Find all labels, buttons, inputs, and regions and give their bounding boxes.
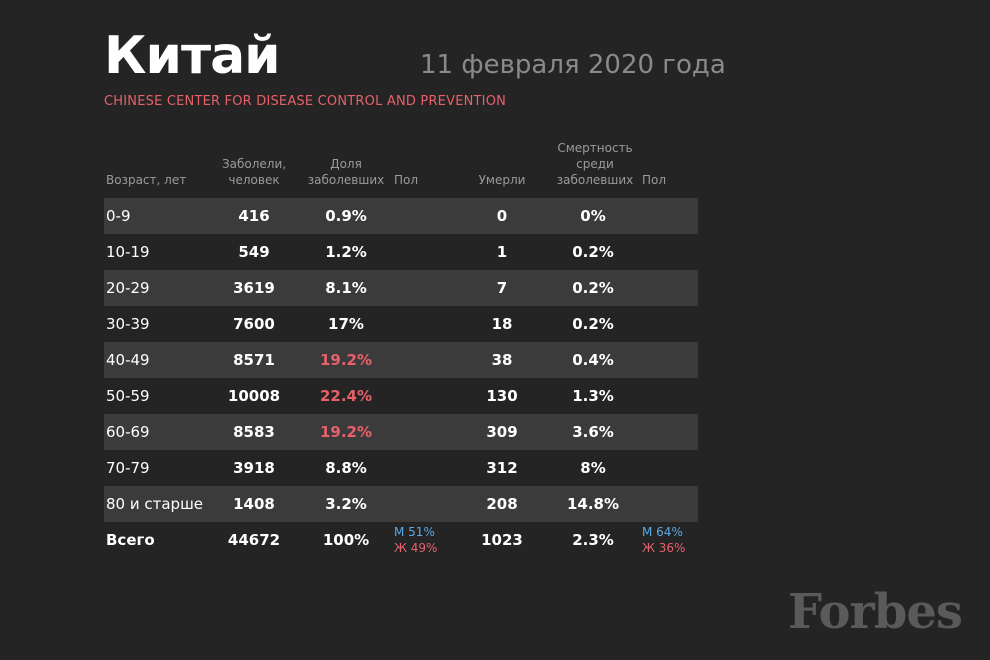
share-cell-highlighted: 22.4% xyxy=(319,387,373,405)
sick-cell: 1408 xyxy=(233,495,275,513)
header-sex-1: Пол xyxy=(394,173,419,187)
sex-split-sick: М 51% Ж 49% xyxy=(394,524,437,556)
sick-cell: 549 xyxy=(238,243,270,261)
sick-cell: 416 xyxy=(238,207,270,225)
header-mortality: Смертность среди заболевших xyxy=(556,141,634,187)
header-dead: Умерли xyxy=(478,173,526,187)
age-cell: 20-29 xyxy=(106,279,150,297)
sick-cell: 7600 xyxy=(233,315,275,333)
table-row: 0-9 416 0.9% 0 0% xyxy=(104,198,698,234)
table-row: 10-19 549 1.2% 1 0.2% xyxy=(104,234,698,270)
header-age: Возраст, лет xyxy=(106,173,187,187)
mortality-cell: 3.6% xyxy=(572,423,614,441)
total-row: Всего 44672 100% М 51% Ж 49% 1023 2.3% М… xyxy=(104,522,698,558)
share-cell: 1.2% xyxy=(325,243,367,261)
mortality-cell: 8% xyxy=(580,459,606,477)
sick-cell: 8583 xyxy=(233,423,275,441)
female-share: Ж 36% xyxy=(642,541,686,555)
report-date: 11 февраля 2020 года xyxy=(420,50,726,80)
dead-cell: 38 xyxy=(491,351,513,369)
dead-cell: 208 xyxy=(486,495,518,513)
age-table: 0-9 416 0.9% 0 0% 10-19 549 1.2% 1 0.2% … xyxy=(104,198,698,558)
share-cell: 0.9% xyxy=(325,207,367,225)
mortality-cell: 0.2% xyxy=(572,315,614,333)
header-sick: Заболели, человек xyxy=(221,157,287,187)
mortality-cell: 0.2% xyxy=(572,243,614,261)
dead-cell: 312 xyxy=(486,459,518,477)
share-cell-highlighted: 19.2% xyxy=(319,423,373,441)
age-cell: 40-49 xyxy=(106,351,150,369)
header-sex-2: Пол xyxy=(642,173,667,187)
mortality-cell: 0% xyxy=(580,207,606,225)
sick-cell: 10008 xyxy=(227,387,281,405)
age-cell: 0-9 xyxy=(106,207,131,225)
table-row: 20-29 3619 8.1% 7 0.2% xyxy=(104,270,698,306)
age-cell: 10-19 xyxy=(106,243,150,261)
page-title: Китай xyxy=(104,26,281,86)
dead-cell: 7 xyxy=(496,279,508,297)
age-cell: 30-39 xyxy=(106,315,150,333)
mortality-cell: 1.3% xyxy=(572,387,614,405)
share-cell: 8.1% xyxy=(325,279,367,297)
total-label: Всего xyxy=(106,531,155,549)
mortality-cell: 0.4% xyxy=(572,351,614,369)
dead-cell: 130 xyxy=(486,387,518,405)
dead-cell: 309 xyxy=(486,423,518,441)
age-cell: 70-79 xyxy=(106,459,150,477)
sick-cell: 8571 xyxy=(233,351,275,369)
age-cell: 50-59 xyxy=(106,387,150,405)
mortality-cell: 14.8% xyxy=(566,495,620,513)
share-cell: 3.2% xyxy=(325,495,367,513)
dead-cell: 0 xyxy=(496,207,508,225)
table-row: 30-39 7600 17% 18 0.2% xyxy=(104,306,698,342)
data-source: CHINESE CENTER FOR DISEASE CONTROL AND P… xyxy=(104,94,507,109)
female-share: Ж 49% xyxy=(394,541,438,555)
total-share: 100% xyxy=(322,531,370,549)
table-row: 40-49 8571 19.2% 38 0.4% xyxy=(104,342,698,378)
forbes-logo: Forbes xyxy=(788,584,963,640)
table-row: 80 и старше 1408 3.2% 208 14.8% xyxy=(104,486,698,522)
share-cell-highlighted: 19.2% xyxy=(319,351,373,369)
share-cell: 17% xyxy=(328,315,364,333)
age-cell: 80 и старше xyxy=(106,495,204,513)
share-cell: 8.8% xyxy=(325,459,367,477)
male-share: М 64% xyxy=(642,525,683,539)
table-row: 60-69 8583 19.2% 309 3.6% xyxy=(104,414,698,450)
table-row: 70-79 3918 8.8% 312 8% xyxy=(104,450,698,486)
dead-cell: 18 xyxy=(491,315,513,333)
total-dead: 1023 xyxy=(481,531,523,549)
male-share: М 51% xyxy=(394,525,435,539)
total-sick: 44672 xyxy=(227,531,281,549)
table-row: 50-59 10008 22.4% 130 1.3% xyxy=(104,378,698,414)
sick-cell: 3619 xyxy=(233,279,275,297)
total-mortality: 2.3% xyxy=(572,531,614,549)
dead-cell: 1 xyxy=(496,243,508,261)
age-cell: 60-69 xyxy=(106,423,150,441)
sick-cell: 3918 xyxy=(233,459,275,477)
sex-split-dead: М 64% Ж 36% xyxy=(642,524,685,556)
mortality-cell: 0.2% xyxy=(572,279,614,297)
header-share: Доля заболевших xyxy=(307,157,385,187)
